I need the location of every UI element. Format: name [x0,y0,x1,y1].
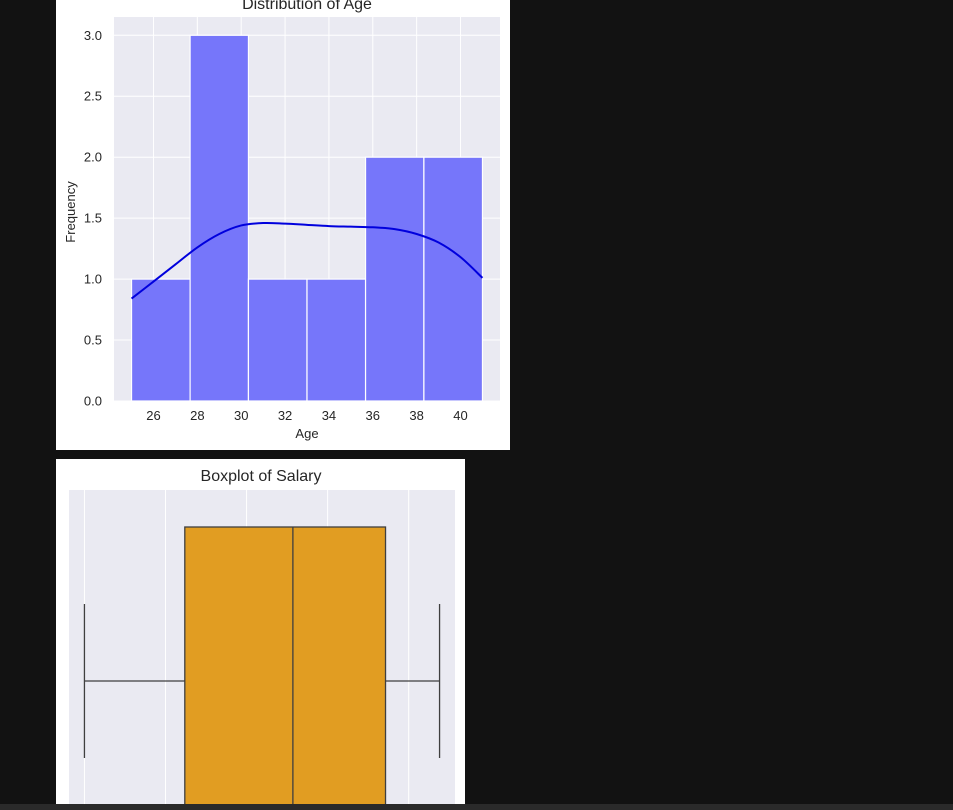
x-tick-label: 28 [190,408,204,423]
y-tick-label: 0.0 [84,394,102,409]
salary-boxplot-chart: Boxplot of Salary [69,468,455,810]
x-tick-label: 40 [453,408,467,423]
x-tick-label: 36 [366,408,380,423]
histogram-bar [130,278,191,402]
x-tick-label: 38 [409,408,423,423]
histogram-title: Distribution of Age [242,0,372,13]
histogram-bar [364,156,425,402]
histogram-bar [189,34,250,402]
y-tick-label: 0.5 [84,333,102,348]
x-tick-label: 26 [146,408,160,423]
y-tick-label: 2.0 [84,150,102,165]
histogram-y-axis-label: Frequency [63,181,78,243]
x-tick-label: 34 [322,408,336,423]
salary-boxplot-panel: Boxplot of Salary [56,459,465,810]
y-tick-label: 2.5 [84,89,102,104]
boxplot-title: Boxplot of Salary [201,468,322,485]
histogram-bar [247,278,308,402]
histogram-bar [306,278,367,402]
histogram-x-axis-label: Age [295,426,318,441]
y-tick-label: 3.0 [84,28,102,43]
iqr-box [184,526,387,810]
histogram-bar [423,156,484,402]
x-tick-label: 30 [234,408,248,423]
x-tick-label: 32 [278,408,292,423]
age-histogram-chart: 26 28 30 32 34 36 38 40 0.0 0.5 1.0 1.5 2.0 2.5 3.0 D… [63,0,500,441]
bottom-scroll-edge [0,804,953,810]
y-tick-label: 1.0 [84,272,102,287]
y-tick-label: 1.5 [84,211,102,226]
kde-line [130,221,484,300]
age-histogram-panel: 26 28 30 32 34 36 38 40 0.0 0.5 1.0 1.5 2.0 2.5 3.0 D… [56,0,510,450]
